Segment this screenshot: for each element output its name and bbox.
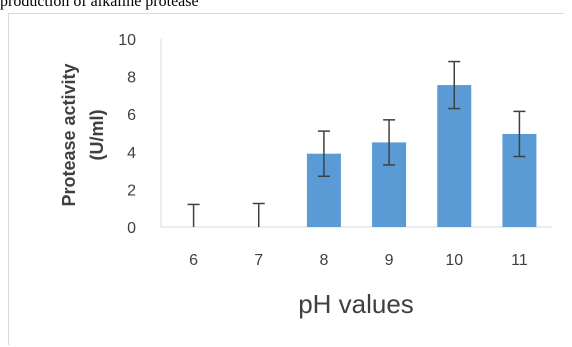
error-bar-ph-9: [383, 119, 396, 166]
error-bars-group: [187, 60, 526, 227]
y-axis-label: Protease activity (U/ml): [59, 63, 107, 206]
x-tick-label: 6: [189, 252, 198, 269]
error-bar-ph-10: [448, 60, 461, 110]
y-tick-label: 10: [118, 32, 136, 49]
y-axis-ticks: 0 2 4 6 8 10: [118, 32, 162, 237]
y-tick-label: 0: [127, 220, 136, 237]
y-tick-label: 8: [127, 70, 136, 87]
chart-frame: [8, 13, 564, 345]
y-axis-label-line: Protease activity: [59, 63, 79, 206]
error-bar-ph-7: [252, 202, 265, 227]
bars-group: [306, 85, 537, 227]
x-tick-label: 11: [511, 252, 528, 269]
error-bar-ph-6: [187, 203, 200, 227]
x-tick-label: 9: [385, 252, 394, 269]
y-tick-label: 6: [127, 107, 136, 124]
x-tick-label: 7: [254, 252, 263, 269]
y-axis-label-line: (U/ml): [87, 110, 107, 161]
x-axis-label: pH values: [298, 289, 414, 319]
x-axis-ticks: 6 7 8 9 10 11: [189, 252, 528, 269]
y-tick-label: 4: [127, 145, 136, 162]
x-tick-label: 8: [319, 252, 328, 269]
x-tick-label: 10: [445, 252, 463, 269]
figure-caption: production of alkaline protease: [0, 0, 199, 10]
error-bar-ph-8: [317, 130, 330, 177]
y-tick-label: 2: [127, 182, 136, 199]
error-bar-ph-11: [513, 110, 526, 158]
